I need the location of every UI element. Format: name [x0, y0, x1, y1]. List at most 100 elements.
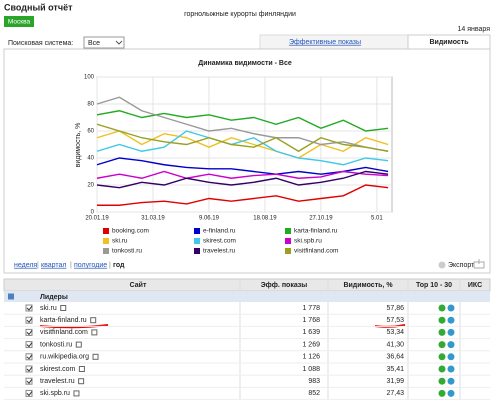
site-name[interactable]: visitfinland.com [40, 329, 88, 336]
site-name[interactable]: karta-finland.ru [40, 317, 87, 324]
visibility: 36,64 [386, 354, 404, 361]
checkbox[interactable] [25, 304, 33, 312]
checkbox[interactable] [25, 353, 33, 361]
add-button[interactable] [438, 304, 446, 312]
date: 14 января [457, 26, 490, 33]
period-link[interactable]: квартал [41, 262, 66, 269]
legend-label[interactable]: karta-finland.ru [294, 228, 338, 235]
legend-swatch[interactable] [194, 248, 200, 254]
impressions: 1 768 [302, 317, 320, 324]
export-icon[interactable] [438, 261, 446, 269]
external-link-icon[interactable] [73, 390, 80, 397]
add-button[interactable] [438, 353, 446, 361]
legend-swatch[interactable] [194, 228, 200, 234]
legend-label[interactable]: travelest.ru [203, 248, 236, 255]
site-name[interactable]: ski.spb.ru [40, 390, 70, 397]
external-link-icon[interactable] [91, 329, 98, 336]
visibility: 27,43 [386, 390, 404, 397]
checkbox[interactable] [25, 341, 33, 349]
checkbox[interactable] [25, 377, 33, 385]
legend-swatch[interactable] [285, 228, 291, 234]
info-button[interactable] [447, 341, 455, 349]
legend-swatch[interactable] [285, 238, 291, 244]
column-header[interactable]: Top 10 - 30 [416, 282, 452, 289]
info-button[interactable] [447, 353, 455, 361]
checkbox[interactable] [25, 316, 33, 324]
external-link-icon[interactable] [90, 317, 97, 324]
legend-label[interactable]: booking.com [112, 228, 149, 235]
page-title: Сводный отчёт [4, 2, 73, 12]
info-button[interactable] [447, 328, 455, 336]
info-button[interactable] [447, 377, 455, 385]
legend-swatch[interactable] [103, 238, 109, 244]
legend-swatch[interactable] [103, 228, 109, 234]
add-button[interactable] [438, 365, 446, 373]
checkbox[interactable] [25, 328, 33, 336]
x-tick-label: 20.01.19 [85, 216, 109, 222]
y-tick-label: 60 [87, 129, 94, 135]
group-toggle[interactable] [8, 293, 14, 300]
site-name[interactable]: ski.ru [40, 305, 57, 312]
info-button[interactable] [447, 389, 455, 397]
legend-label[interactable]: tonkosti.ru [112, 248, 142, 255]
period-link[interactable]: полугодие [74, 262, 107, 269]
check [26, 305, 33, 311]
legend-label[interactable]: skirest.com [203, 238, 236, 245]
tab-label[interactable]: Эффективные показы [289, 39, 361, 46]
region[interactable]: Москва [8, 19, 31, 26]
svg-text:|: | [70, 262, 72, 269]
x-tick-label: 31.03.19 [141, 216, 165, 222]
site-name[interactable]: tonkosti.ru [40, 341, 72, 348]
export[interactable]: Экспорт [448, 262, 475, 269]
info-button[interactable] [447, 316, 455, 324]
check [26, 317, 33, 323]
external-link-icon[interactable] [78, 366, 85, 372]
info-button[interactable] [447, 365, 455, 373]
series-line [96, 130, 389, 166]
column-header[interactable]: Эфф. показы [261, 282, 308, 289]
legend-swatch[interactable] [194, 238, 200, 244]
info-button[interactable] [447, 304, 455, 312]
add-button[interactable] [438, 328, 446, 336]
external-link-icon[interactable] [60, 305, 67, 311]
x-tick-label: 5.01 [371, 216, 383, 222]
site-name[interactable]: skirest.com [40, 366, 76, 373]
select-arrow [115, 40, 123, 45]
legend-label[interactable]: ski.spb.ru [294, 238, 322, 245]
legend-swatch[interactable] [285, 248, 291, 254]
checkbox[interactable] [25, 365, 33, 373]
period-current[interactable]: год [113, 262, 125, 269]
add-button[interactable] [438, 341, 446, 349]
add-button[interactable] [438, 377, 446, 385]
visibility: 57,53 [386, 317, 404, 324]
impressions: 1 778 [302, 305, 320, 312]
tab-label[interactable]: Видимость [430, 39, 470, 46]
search-label: Поисковая система: [8, 40, 73, 47]
column-header[interactable]: Сайт [130, 281, 147, 289]
region-badge[interactable] [4, 16, 34, 27]
group-label: Лидеры [40, 294, 68, 301]
external-link-icon[interactable] [75, 341, 82, 348]
y-tick-label: 100 [84, 75, 95, 81]
legend-label[interactable]: visitfinland.com [294, 248, 338, 255]
legend-label[interactable]: e-finland.ru [203, 228, 236, 235]
external-link-icon[interactable] [78, 378, 85, 385]
add-button[interactable] [438, 389, 446, 397]
subtitle: горнолыжные курорты финляндии [184, 11, 296, 18]
search-select[interactable] [83, 36, 125, 49]
legend-swatch[interactable] [103, 248, 109, 254]
search-value[interactable]: Все [88, 40, 100, 47]
column-header[interactable]: Видимость, % [343, 282, 393, 289]
group-row [4, 291, 490, 302]
add-button[interactable] [438, 316, 446, 324]
external-link-icon[interactable] [92, 353, 99, 360]
checkbox[interactable] [25, 389, 33, 397]
column-header[interactable]: ИКС [468, 282, 482, 289]
y-tick-label: 80 [87, 102, 94, 108]
site-name[interactable]: travelest.ru [40, 378, 75, 385]
site-name[interactable]: ru.wikipedia.org [40, 354, 89, 361]
scroll-icon [473, 259, 485, 269]
period-link[interactable]: неделя [14, 262, 37, 269]
legend-label[interactable]: ski.ru [112, 238, 128, 245]
